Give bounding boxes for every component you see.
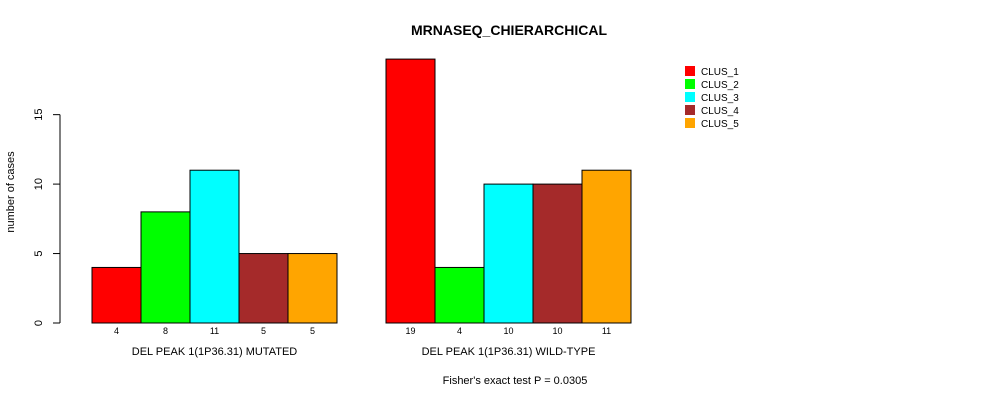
legend-label: CLUS_2	[701, 80, 739, 91]
bar-clus-5-group-2	[581, 169, 632, 324]
bar-count-label: 5	[261, 326, 266, 336]
bar-count-label: 4	[114, 326, 119, 336]
bar-clus-1-group-1	[91, 266, 142, 324]
group-label-2: DEL PEAK 1(1P36.31) WILD-TYPE	[422, 346, 596, 358]
bar-clus-4-group-2	[532, 183, 583, 324]
bar-clus-4-group-1	[238, 253, 289, 324]
y-tick-label: 15	[33, 109, 45, 121]
y-tick-label: 5	[33, 250, 45, 256]
legend: CLUS_1 CLUS_2 CLUS_3 CLUS_4 CLUS_5	[685, 66, 739, 130]
bar-clus-2-group-2	[434, 266, 485, 324]
legend-swatch	[685, 105, 695, 115]
y-tick-label: 10	[33, 178, 45, 190]
bar-clus-2-group-1	[140, 211, 191, 324]
bar-clus-1-group-2	[385, 58, 436, 324]
bar-count-label: 8	[163, 326, 168, 336]
group-label-1: DEL PEAK 1(1P36.31) MUTATED	[132, 346, 298, 358]
bar-clus-3-group-1	[189, 169, 240, 324]
bar-count-label: 11	[602, 326, 611, 336]
legend-swatch	[685, 92, 695, 102]
bar-count-label: 11	[210, 326, 219, 336]
bars	[91, 58, 632, 324]
legend-label: CLUS_3	[701, 93, 739, 104]
legend-label: CLUS_5	[701, 119, 739, 130]
y-tick-label: 0	[33, 320, 45, 326]
legend-swatch	[685, 79, 695, 89]
bar-count-label: 19	[405, 326, 415, 336]
legend-swatch	[685, 66, 695, 76]
bar-clus-3-group-2	[483, 183, 534, 324]
bar-clus-5-group-1	[287, 253, 338, 324]
bar-count-label: 4	[457, 326, 462, 336]
bar-count-label: 5	[310, 326, 315, 336]
group-labels: DEL PEAK 1(1P36.31) MUTATED DEL PEAK 1(1P…	[132, 346, 596, 358]
bar-count-label: 10	[552, 326, 562, 336]
chart-title: MRNASEQ_CHIERARCHICAL	[411, 22, 607, 38]
y-axis-label: number of cases	[5, 151, 17, 233]
legend-label: CLUS_1	[701, 67, 739, 78]
legend-swatch	[685, 118, 695, 128]
y-axis: 0 5 10 15	[33, 109, 61, 326]
fisher-test-footnote: Fisher's exact test P = 0.0305	[443, 375, 588, 387]
bar-count-label: 10	[503, 326, 513, 336]
legend-label: CLUS_4	[701, 106, 739, 117]
bar-count-labels: 4 8 11 5 5 19 4 10 10 11	[114, 326, 611, 336]
